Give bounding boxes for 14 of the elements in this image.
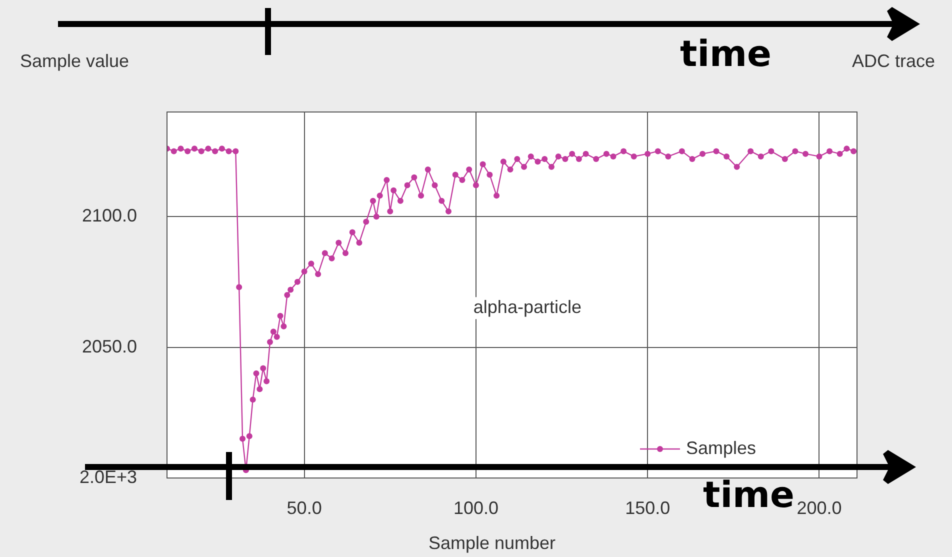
x-tick-label: 200.0 [796, 498, 842, 518]
text: time [680, 34, 772, 75]
annotation: time [703, 475, 794, 516]
x-axis-title: Sample number [428, 532, 556, 553]
y-tick-label: 2050.0 [82, 336, 137, 356]
y-tick-label: 2.0E+3 [79, 466, 137, 487]
y-tick-label: 2100.0 [82, 206, 137, 226]
x-tick-label: 100.0 [453, 498, 498, 518]
legend-label: Samples [686, 438, 756, 458]
text: ADC trace [852, 50, 935, 71]
x-tick-label: 50.0 [286, 498, 322, 518]
annotation: alpha-particle [473, 297, 582, 318]
x-tick-label: 150.0 [625, 498, 670, 518]
y-axis-title: Sample value [20, 50, 130, 71]
